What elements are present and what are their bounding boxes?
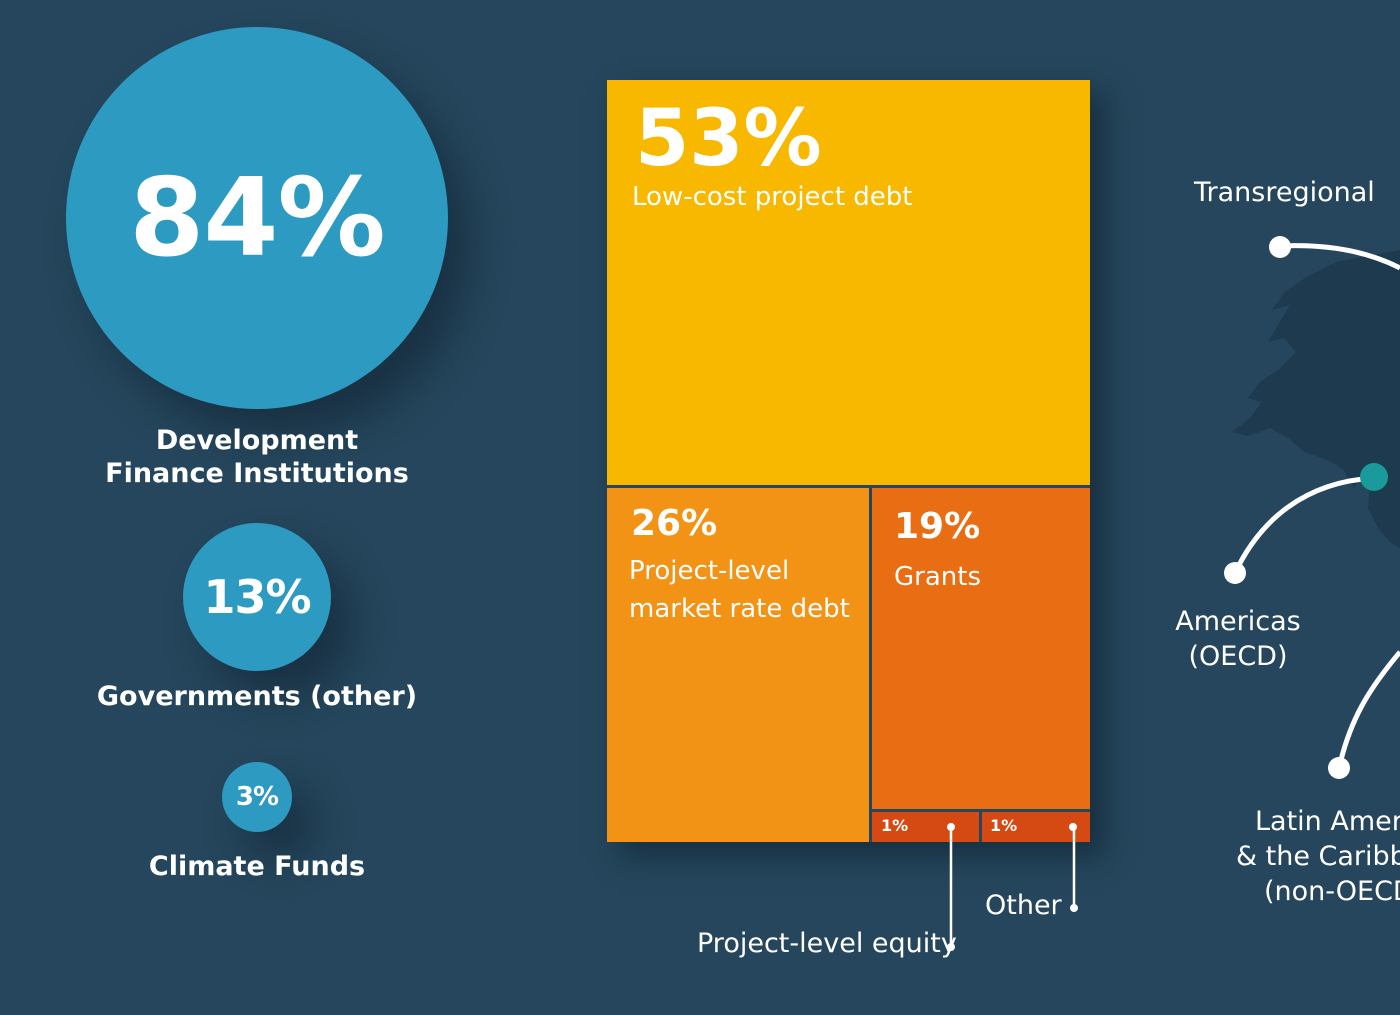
other-percent: 1% — [990, 816, 1018, 835]
other-leader-dot — [1070, 904, 1078, 912]
grants-percent: 19% — [894, 506, 981, 547]
dfi-label-line2: Finance Institutions — [105, 458, 409, 489]
latam-connector — [1336, 650, 1400, 769]
latam-label: Latin Ameri & the Caribb (non-OECD — [1236, 804, 1400, 909]
project-equity-callout: Project-level equity — [697, 928, 957, 959]
transregional-connector — [1279, 243, 1400, 271]
governments-circle: 13% — [183, 523, 331, 671]
climate-funds-label: Climate Funds — [148, 851, 366, 882]
other-callout: Other — [985, 890, 1062, 921]
other-marker — [1069, 823, 1077, 831]
dfi-percent: 84% — [129, 155, 386, 281]
market-rate-debt-label-line2: market rate debt — [629, 594, 850, 624]
treemap-cell-other: 1% — [982, 812, 1090, 842]
low-cost-debt-percent: 53% — [635, 94, 822, 184]
americas-label: Americas (OECD) — [1168, 604, 1308, 674]
grants-label: Grants — [894, 562, 981, 592]
latam-point — [1328, 757, 1350, 779]
transregional-point — [1269, 236, 1291, 258]
latam-label-line2: & the Caribb — [1236, 841, 1400, 872]
latam-label-line3: (non-OECD — [1264, 876, 1400, 907]
north-america-landmass — [1232, 250, 1400, 548]
climate-funds-percent: 3% — [235, 782, 279, 812]
project-equity-marker — [947, 823, 955, 831]
treemap-cell-low-cost-debt: 53% Low-cost project debt — [607, 80, 1090, 485]
project-equity-percent: 1% — [881, 816, 909, 835]
governments-percent: 13% — [203, 570, 311, 624]
treemap-cell-project-equity: 1% — [872, 812, 979, 842]
instrument-treemap: 53% Low-cost project debt 26% Project-le… — [607, 80, 1090, 842]
transregional-label: Transregional — [1194, 177, 1375, 208]
dfi-circle: 84% — [66, 27, 448, 409]
governments-label: Governments (other) — [96, 681, 418, 712]
dfi-label: Development Finance Institutions — [57, 424, 457, 490]
world-map — [1224, 236, 1400, 779]
low-cost-debt-label: Low-cost project debt — [632, 182, 913, 212]
market-rate-debt-percent: 26% — [631, 503, 718, 544]
treemap-cell-market-rate-debt: 26% Project-level market rate debt — [607, 488, 869, 842]
americas-point — [1224, 562, 1246, 584]
treemap-cell-grants: 19% Grants — [872, 488, 1090, 809]
climate-funds-circle: 3% — [222, 762, 292, 832]
americas-connector — [1232, 475, 1375, 575]
market-rate-debt-label-line1: Project-level — [629, 556, 790, 586]
americas-label-line1: Americas — [1175, 606, 1301, 637]
dfi-label-line1: Development — [155, 425, 359, 456]
latam-label-line1: Latin Ameri — [1255, 806, 1400, 837]
americas-teal-marker — [1360, 463, 1388, 491]
americas-label-line2: (OECD) — [1188, 641, 1288, 672]
